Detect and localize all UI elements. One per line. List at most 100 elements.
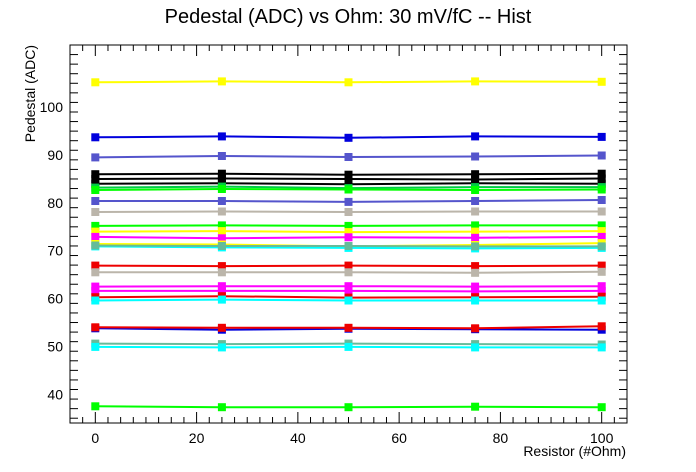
series-12-point-2 xyxy=(344,233,353,242)
series-9-point-0 xyxy=(91,208,100,216)
series-12-point-0 xyxy=(91,232,100,241)
series-25 xyxy=(91,342,606,352)
series-19-point-2 xyxy=(344,286,353,295)
x-tick-label: 20 xyxy=(189,430,205,446)
series-10-point-0 xyxy=(91,221,100,230)
series-26-point-1 xyxy=(217,403,226,412)
series-16-point-4 xyxy=(597,261,606,270)
series-21-point-4 xyxy=(597,296,606,305)
series-7-point-3 xyxy=(471,186,480,194)
series-4-point-2 xyxy=(344,175,353,183)
series-25-point-4 xyxy=(597,343,606,352)
series-19-point-3 xyxy=(471,287,480,296)
series-4-point-4 xyxy=(597,174,606,183)
series-2-point-4 xyxy=(597,151,606,160)
series-3-point-2 xyxy=(344,170,353,179)
series-23-point-0 xyxy=(91,323,100,332)
series-10 xyxy=(91,221,606,230)
series-layer xyxy=(91,77,606,412)
series-4-point-1 xyxy=(217,174,226,183)
series-26 xyxy=(91,402,606,412)
series-17 xyxy=(91,267,606,277)
series-8 xyxy=(91,196,606,206)
x-axis-title: Resistor (#Ohm) xyxy=(523,443,626,459)
series-1 xyxy=(91,132,606,142)
series-15 xyxy=(91,241,606,251)
series-2-point-3 xyxy=(471,152,480,161)
y-tick-label: 90 xyxy=(47,147,63,163)
series-2 xyxy=(91,151,606,162)
series-0-point-4 xyxy=(597,77,606,86)
series-7-point-0 xyxy=(91,186,100,194)
x-tick-label: 60 xyxy=(391,430,407,446)
series-19-point-0 xyxy=(91,286,100,295)
series-15-point-4 xyxy=(597,242,606,251)
x-tick-label: 80 xyxy=(493,430,509,446)
series-17-point-2 xyxy=(344,268,353,277)
series-21-point-3 xyxy=(471,296,480,305)
series-1-point-1 xyxy=(217,132,226,141)
y-tick-label: 50 xyxy=(47,338,63,354)
series-7-point-4 xyxy=(597,185,606,194)
series-21 xyxy=(91,295,606,305)
series-3 xyxy=(91,169,606,179)
series-11-point-0 xyxy=(91,227,100,236)
series-12-point-4 xyxy=(597,232,606,241)
series-25-point-0 xyxy=(91,342,100,351)
series-18 xyxy=(91,282,606,291)
series-10-point-4 xyxy=(597,221,606,230)
series-17-point-4 xyxy=(597,267,606,276)
series-21-point-0 xyxy=(91,296,100,305)
series-11-point-1 xyxy=(217,227,226,236)
y-axis: 40 50 60 70 80 90 100 xyxy=(40,44,627,419)
chart-title: Pedestal (ADC) vs Ohm: 30 mV/fC -- Hist xyxy=(165,6,532,28)
series-12-point-1 xyxy=(217,234,226,243)
series-18-point-1 xyxy=(217,282,226,291)
x-axis: 0 20 40 60 80 100 xyxy=(69,45,628,446)
series-16-point-2 xyxy=(344,261,353,270)
series-8-point-1 xyxy=(217,197,226,205)
series-0-point-1 xyxy=(217,77,226,86)
series-26-point-3 xyxy=(471,402,480,411)
series-1-point-3 xyxy=(471,132,480,141)
series-19 xyxy=(91,286,606,296)
series-4-point-0 xyxy=(91,175,100,183)
series-12-point-3 xyxy=(471,233,480,242)
series-16-point-3 xyxy=(471,262,480,271)
series-8-point-4 xyxy=(597,196,606,204)
series-26-point-4 xyxy=(597,403,606,412)
y-tick-label: 40 xyxy=(47,386,63,402)
series-3-point-3 xyxy=(471,170,480,179)
series-18-point-3 xyxy=(471,282,480,291)
series-25-point-2 xyxy=(344,342,353,351)
series-17-point-0 xyxy=(91,268,100,277)
series-23-point-2 xyxy=(344,323,353,332)
series-1-point-4 xyxy=(597,132,606,141)
series-8-point-2 xyxy=(344,197,353,206)
series-11-point-2 xyxy=(344,228,353,237)
series-19-point-4 xyxy=(597,286,606,295)
series-1-point-2 xyxy=(344,133,353,142)
y-tick-label: 60 xyxy=(47,291,63,307)
series-1-point-0 xyxy=(91,133,100,142)
series-16-point-1 xyxy=(217,262,226,271)
series-2-point-0 xyxy=(91,153,100,162)
series-18-point-4 xyxy=(597,282,606,291)
series-11-point-4 xyxy=(597,227,606,236)
series-19-point-1 xyxy=(217,286,226,295)
series-9 xyxy=(91,207,606,216)
series-7-point-2 xyxy=(344,185,353,194)
series-23-point-1 xyxy=(217,323,226,332)
series-10-point-1 xyxy=(217,221,226,230)
series-21-point-1 xyxy=(217,295,226,304)
series-15-point-0 xyxy=(91,241,100,250)
series-0-point-2 xyxy=(344,78,353,87)
series-10-point-2 xyxy=(344,221,353,230)
x-tick-label: 0 xyxy=(91,430,99,446)
series-12 xyxy=(91,232,606,243)
series-16-point-0 xyxy=(91,261,100,270)
series-0 xyxy=(91,77,606,87)
x-tick-label: 40 xyxy=(290,430,306,446)
y-tick-label: 70 xyxy=(47,243,63,259)
